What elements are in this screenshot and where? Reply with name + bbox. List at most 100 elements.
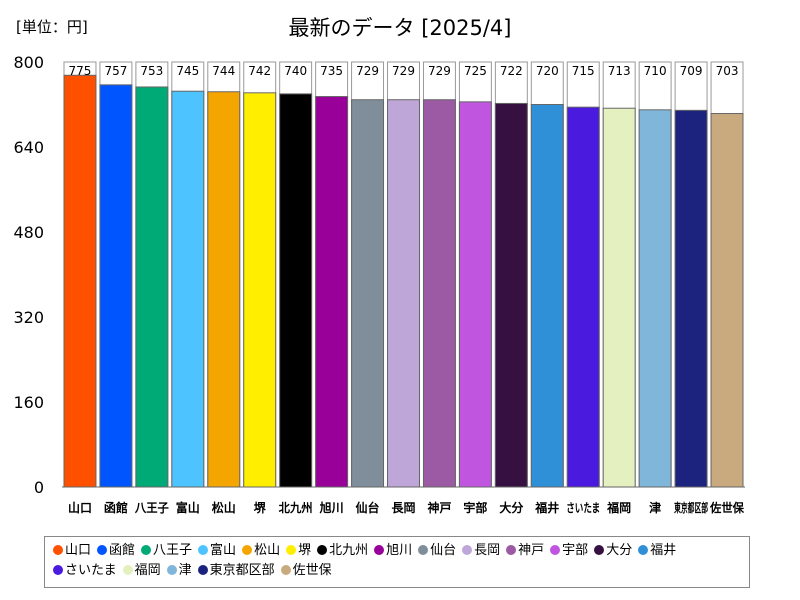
x-tick-label: 宇部: [463, 500, 487, 515]
bar: [279, 93, 313, 488]
bar-value-label: 729: [356, 64, 379, 78]
bar: [63, 74, 97, 488]
bar: [315, 96, 349, 488]
legend-label: 堺: [298, 543, 312, 558]
x-tick-label: 東京都区部: [674, 500, 708, 515]
legend-item: 福岡: [122, 561, 161, 581]
bar-value-label: 713: [608, 64, 631, 78]
legend-label: 佐世保: [292, 563, 332, 578]
x-tick-label: 松山: [212, 500, 236, 515]
legend-swatch: [122, 565, 133, 575]
legend-item: 東京都区部: [197, 561, 275, 581]
x-tick-label: 福岡: [606, 500, 631, 515]
legend-label: 北九州: [329, 543, 369, 558]
y-tick-label: 320: [13, 308, 44, 327]
bar-value-label: 720: [536, 64, 559, 78]
legend-item: 神戸: [506, 541, 544, 561]
bar-value-label: 703: [716, 64, 739, 78]
legend-label: 福岡: [134, 563, 161, 578]
legend-swatch: [374, 545, 385, 555]
x-axis-labels: 山口 函館 八王子 富山 松山 堺北九州 旭川 仙台 長岡 神戸 宇部 大分 福井 さいたま 福岡 津東京都区…: [68, 500, 745, 515]
legend-label: さいたま: [65, 563, 117, 578]
legend-label: 津: [178, 563, 192, 578]
bar: [387, 99, 420, 488]
legend: 山口 函館 八王子 富山 松山 堺 北九州 旭川 仙台 長岡 神戸 宇部 大分 福井さいたま 福岡 津 東京都区…: [44, 536, 750, 588]
legend-label: 松山: [254, 543, 281, 558]
legend-label: 宇部: [562, 543, 589, 558]
unit-label: [単位：円]: [16, 18, 88, 36]
legend-swatch: [197, 565, 208, 575]
bar: [207, 91, 241, 488]
bar: [351, 99, 385, 488]
x-tick-label: 旭川: [319, 500, 344, 515]
bar-value-label: 742: [248, 64, 271, 78]
legend-item: 函館: [97, 541, 135, 561]
bar-value-label: 745: [176, 64, 199, 78]
legend-swatch: [198, 545, 209, 555]
legend-swatch: [594, 545, 605, 555]
bar: [530, 104, 564, 488]
x-tick-label: 福井: [534, 500, 559, 515]
y-tick-label: 160: [13, 393, 44, 412]
chart-title: 最新のデータ [2025/4]: [288, 16, 512, 40]
x-tick-label: 大分: [499, 500, 523, 515]
legend-label: 富山: [210, 543, 237, 558]
legend-item: 仙台: [418, 541, 456, 561]
x-tick-label: 山口: [68, 500, 92, 515]
bar: [638, 109, 672, 488]
y-tick-label: 480: [13, 223, 44, 242]
bar-value-label: 740: [284, 64, 307, 78]
x-tick-label: 神戸: [427, 500, 451, 515]
legend-swatch: [280, 565, 291, 575]
bar-value-label: 722: [500, 64, 523, 78]
legend-item: 富山: [198, 541, 236, 561]
legend-item: 福井: [638, 541, 676, 561]
bar-value-label: 753: [140, 64, 163, 78]
legend-label: 旭川: [386, 543, 413, 558]
legend-swatch: [242, 545, 253, 555]
x-tick-label: 長岡: [391, 500, 415, 515]
x-tick-label: 堺: [254, 500, 267, 515]
legend-label: 仙台: [430, 543, 457, 558]
legend-item: 山口: [53, 541, 91, 561]
legend-swatch: [638, 545, 649, 555]
legend-swatch: [550, 545, 561, 555]
bar: [171, 90, 205, 488]
legend-swatch: [166, 565, 177, 575]
legend-label: 八王子: [153, 543, 193, 558]
bar: [135, 86, 169, 488]
x-tick-label: 北九州: [279, 500, 313, 515]
bar: [99, 84, 133, 488]
bar: [458, 101, 492, 488]
legend-item: 大分: [594, 541, 632, 561]
legend-item: 津: [166, 561, 192, 581]
x-tick-label: 富山: [176, 500, 200, 515]
legend-item: 北九州: [317, 541, 368, 561]
legend-swatch: [53, 565, 63, 575]
x-tick-label: 津: [649, 500, 661, 515]
x-tick-label: 佐世保: [709, 500, 745, 515]
legend-label: 函館: [109, 543, 136, 558]
bar-value-label: 729: [392, 64, 415, 78]
legend-swatch: [418, 545, 429, 555]
bar-value-label: 744: [212, 64, 235, 78]
bar-value-label: 735: [320, 64, 343, 78]
legend-swatch: [506, 545, 517, 555]
bar: [566, 106, 600, 488]
legend-item: さいたま: [53, 561, 117, 581]
legend-swatch: [53, 545, 63, 555]
legend-swatch: [97, 545, 108, 555]
bar-value-label: 729: [428, 64, 451, 78]
bar: [243, 92, 277, 488]
bar-value-label: 710: [644, 64, 667, 78]
bar-value-label: 725: [464, 64, 487, 78]
bar-value-label: 775: [69, 64, 92, 78]
legend-label: 神戸: [518, 543, 545, 558]
x-tick-label: 仙台: [356, 500, 380, 515]
x-tick-label: 函館: [104, 500, 128, 515]
legend-item: 堺: [286, 541, 311, 561]
legend-label: 福井: [650, 543, 677, 558]
bars-group: 775 757 753 745 744 742 740 735 729 729 729 725 722 7…: [63, 61, 744, 488]
legend-label: 長岡: [474, 543, 501, 558]
